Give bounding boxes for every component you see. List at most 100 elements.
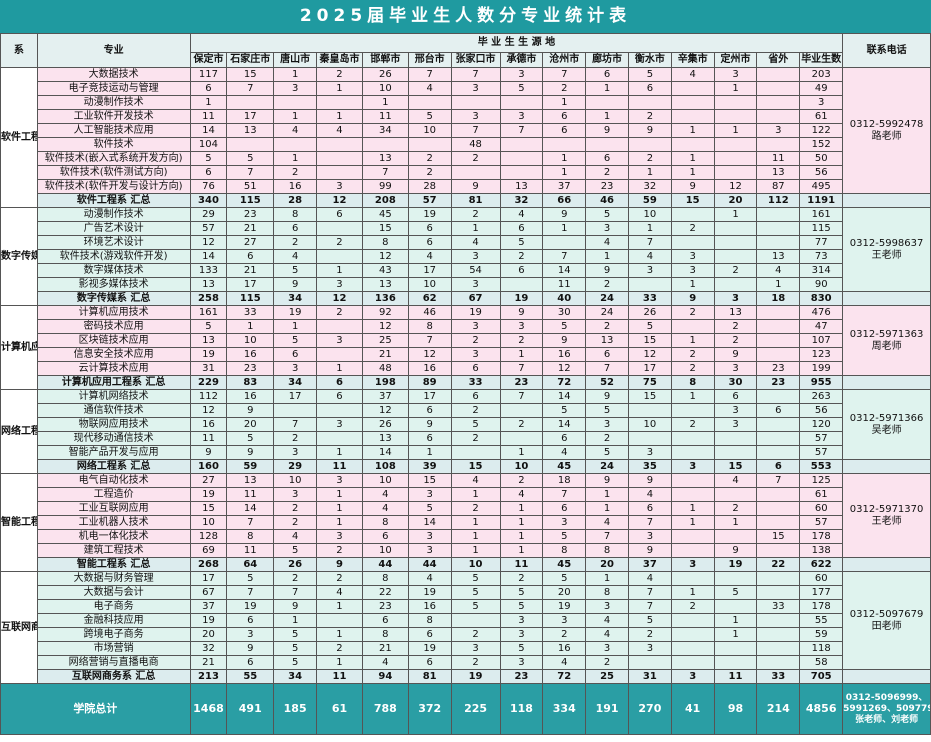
city-count: 9 xyxy=(273,599,318,614)
table-row: 软件技术 104 48 152 xyxy=(1,137,931,152)
origin-header: 毕 业 生 生 源 地 xyxy=(189,33,844,53)
contact-line: 5991269、5097797 xyxy=(843,703,931,714)
city-count: 6 xyxy=(407,627,452,642)
city-count: 6 xyxy=(542,431,587,446)
city-count: 1 xyxy=(273,151,318,166)
city-count: 17 xyxy=(226,109,275,124)
city-count: 2 xyxy=(670,221,715,236)
city-count: 9 xyxy=(627,123,672,138)
city-count: 1 xyxy=(450,529,501,544)
city-count: 4 xyxy=(585,613,629,628)
city-count: 1 xyxy=(713,515,758,530)
city-count: 5 xyxy=(542,529,587,544)
city-count: 3 xyxy=(670,249,715,264)
grand-total-count: 191 xyxy=(585,683,629,735)
city-count xyxy=(407,95,452,110)
city-count: 2 xyxy=(713,319,758,334)
city-count: 2 xyxy=(316,641,363,656)
city-count: 4 xyxy=(361,655,409,670)
city-count xyxy=(499,431,544,446)
subtotal-count: 955 xyxy=(799,375,844,390)
city-count: 2 xyxy=(670,347,715,362)
city-count: 2 xyxy=(670,417,715,432)
city-count xyxy=(316,151,363,166)
city-count xyxy=(670,109,715,124)
city-count: 6 xyxy=(407,403,452,418)
city-count: 112 xyxy=(189,389,228,404)
city-count: 3 xyxy=(627,641,672,656)
graduate-count: 152 xyxy=(799,137,844,152)
city-count: 15 xyxy=(226,67,275,82)
city-count: 1 xyxy=(273,109,318,124)
city-count: 10 xyxy=(627,417,672,432)
city-count: 31 xyxy=(189,361,228,376)
city-count: 21 xyxy=(361,641,409,656)
city-header: 保定市 xyxy=(189,52,228,68)
statistics-table: 系专业毕 业 生 生 源 地联系电话 保定市 石家庄市 唐山市 秦皇岛市 邯郸市 邢台市 张家… xyxy=(0,33,931,735)
subtotal-count: 23 xyxy=(499,375,544,390)
city-count: 3 xyxy=(713,361,758,376)
subtotal-count: 33 xyxy=(627,291,672,306)
city-count: 6 xyxy=(273,221,318,236)
city-header: 沧州市 xyxy=(542,52,587,68)
subtotal-label: 数字传媒系 汇总 xyxy=(36,291,191,306)
city-count: 9 xyxy=(226,445,275,460)
city-header: 石家庄市 xyxy=(226,52,275,68)
city-count: 2 xyxy=(273,235,318,250)
subtotal-count: 37 xyxy=(627,557,672,572)
city-count: 17 xyxy=(189,571,228,586)
subtotal-count: 24 xyxy=(585,459,629,474)
city-count xyxy=(756,417,801,432)
city-count: 3 xyxy=(627,263,672,278)
subtotal-count: 22 xyxy=(756,557,801,572)
city-count: 4 xyxy=(713,473,758,488)
subtotal-count: 25 xyxy=(585,669,629,684)
city-count: 67 xyxy=(189,585,228,600)
table-row: 云计算技术应用 31 23 3 1 48 16 6 7 12 7 17 2 3 23 199 xyxy=(1,361,931,376)
city-count xyxy=(713,109,758,124)
city-count: 6 xyxy=(713,389,758,404)
city-count xyxy=(756,109,801,124)
city-count xyxy=(713,95,758,110)
subtotal-row: 软件工程系 汇总 340 115 28 12 208 57 81 32 66 46 59 15 20 112… xyxy=(1,193,931,208)
city-count xyxy=(713,641,758,656)
city-count xyxy=(670,543,715,558)
city-count xyxy=(756,501,801,516)
city-count: 3 xyxy=(316,417,363,432)
city-count: 1 xyxy=(499,501,544,516)
city-count: 117 xyxy=(189,67,228,82)
table-row: 工业机器人技术 10 7 2 1 8 14 1 1 3 4 7 1 1 57 xyxy=(1,515,931,530)
city-count: 10 xyxy=(273,473,318,488)
dept-name: 网络工程系 xyxy=(0,389,38,474)
table-row: 市场营销 32 9 5 2 21 19 3 5 16 3 3 118 xyxy=(1,641,931,656)
subtotal-count: 9 xyxy=(316,557,363,572)
major-name: 云计算技术应用 xyxy=(36,361,191,376)
city-count: 7 xyxy=(450,67,501,82)
subtotal-count: 33 xyxy=(450,375,501,390)
city-count: 26 xyxy=(361,417,409,432)
city-count: 12 xyxy=(189,403,228,418)
city-count: 14 xyxy=(189,249,228,264)
city-count: 4 xyxy=(273,529,318,544)
city-count: 3 xyxy=(316,277,363,292)
city-count xyxy=(450,95,501,110)
graduate-count: 314 xyxy=(799,263,844,278)
city-count xyxy=(316,249,363,264)
grand-total-count: 118 xyxy=(499,683,544,735)
city-count: 5 xyxy=(273,627,318,642)
city-count xyxy=(713,235,758,250)
grand-total-count: 1468 xyxy=(189,683,228,735)
city-count: 2 xyxy=(627,109,672,124)
city-count: 28 xyxy=(407,179,452,194)
major-name: 软件技术(软件测试方向) xyxy=(36,165,191,180)
city-count xyxy=(450,445,501,460)
city-count xyxy=(756,95,801,110)
city-count: 26 xyxy=(361,67,409,82)
subtotal-count: 1191 xyxy=(799,193,844,208)
city-count: 12 xyxy=(542,361,587,376)
subtotal-count: 11 xyxy=(713,669,758,684)
city-count xyxy=(361,137,409,152)
contact-line: 田老师 xyxy=(871,620,902,632)
subtotal-label: 计算机应用工程系 汇总 xyxy=(36,375,191,390)
city-count: 9 xyxy=(713,347,758,362)
